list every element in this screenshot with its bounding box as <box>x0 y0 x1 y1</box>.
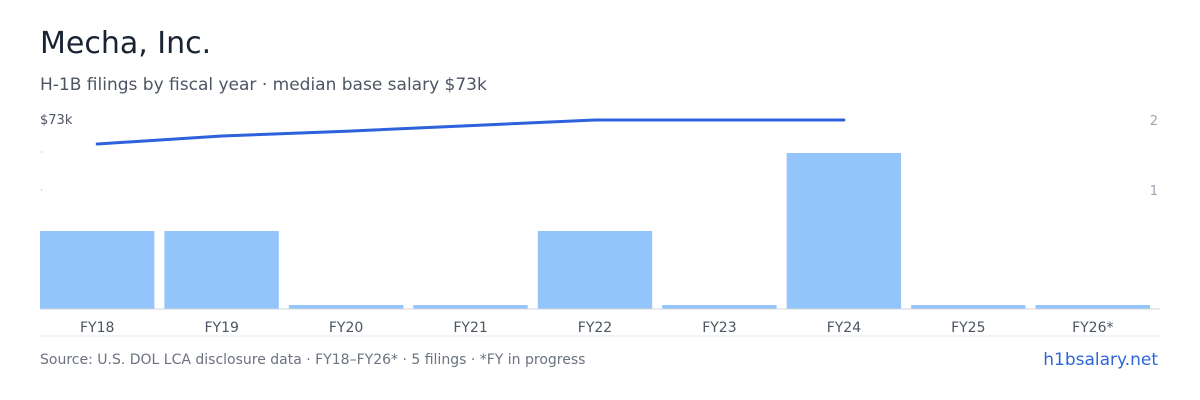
x-tick-fy23: FY23 <box>702 320 736 336</box>
bars-layer <box>40 153 1150 309</box>
x-tick-fy22: FY22 <box>578 320 612 336</box>
x-tick-fy20: FY20 <box>329 320 363 336</box>
bar-fy20 <box>288 305 404 309</box>
line-layer <box>95 118 846 146</box>
source-note: Source: U.S. DOL LCA disclosure data · F… <box>40 352 586 368</box>
x-tick-layer: FY18 FY19 FY20 FY21 FY22 FY23 FY24 FY25 FY26* <box>80 320 1114 336</box>
bar-fy21 <box>413 305 528 309</box>
bar-fy24 <box>786 153 902 309</box>
bar-fy26 <box>1035 305 1150 309</box>
site-link[interactable]: h1bsalary.net <box>1043 350 1158 370</box>
bar-fy19 <box>164 231 279 309</box>
x-tick-fy26: FY26* <box>1072 320 1113 336</box>
page-title: Mecha, Inc. <box>40 26 212 61</box>
x-tick-fy19: FY19 <box>204 320 238 336</box>
chart-subtitle: H-1B filings by fiscal year · median bas… <box>40 75 487 95</box>
right-tick-1: 1 <box>1150 184 1158 199</box>
left-axis-top-label: $73k <box>40 113 73 128</box>
left-axis-dot-lower: · <box>40 186 43 196</box>
bar-fy22 <box>537 231 653 309</box>
x-tick-fy25: FY25 <box>951 320 985 336</box>
x-tick-fy18: FY18 <box>80 320 114 336</box>
x-tick-fy21: FY21 <box>453 320 487 336</box>
left-axis-dot-upper: · <box>40 148 43 158</box>
bar-fy18 <box>40 231 155 309</box>
salary-line <box>95 118 846 146</box>
right-tick-2: 2 <box>1150 114 1158 129</box>
bar-fy25 <box>911 305 1026 309</box>
x-tick-fy24: FY24 <box>827 320 862 336</box>
bar-fy23 <box>662 305 777 309</box>
